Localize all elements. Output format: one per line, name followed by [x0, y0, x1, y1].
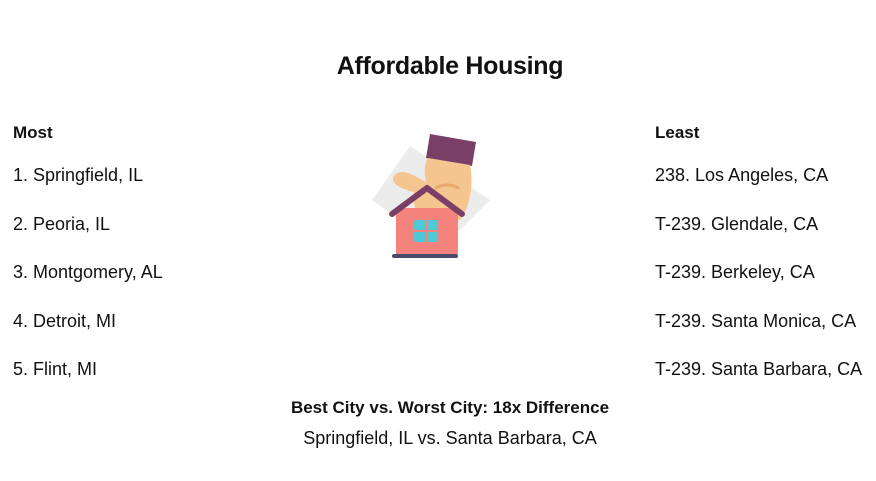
list-item: 238. Los Angeles, CA [655, 165, 829, 185]
list-item: 4. Detroit, MI [13, 310, 117, 331]
most-affordable-column: Most 1. Springfield, IL 2. Peoria, IL 3.… [13, 121, 163, 406]
hand-holding-house-icon [366, 128, 496, 263]
list-item: T-239. Santa Monica, CA [655, 310, 857, 331]
list-item: T-239. Glendale, CA [655, 213, 819, 234]
least-list: 238. Los Angeles, CA T-239. Glendale, CA… [655, 163, 862, 381]
list-item: T-239. Santa Barbara, CA [655, 359, 863, 379]
house-roof [389, 185, 465, 217]
list-item: 3. Montgomery, AL [13, 262, 163, 282]
page-title: Affordable Housing [336, 52, 564, 80]
least-heading: Least [655, 123, 700, 142]
list-item: 2. Peoria, IL [13, 213, 111, 234]
summary-text: Springfield, IL vs. Santa Barbara, CA [303, 428, 597, 448]
least-affordable-column: Least 238. Los Angeles, CA T-239. Glenda… [655, 121, 862, 406]
list-item: 1. Springfield, IL [13, 165, 144, 185]
list-item: T-239. Berkeley, CA [655, 262, 815, 282]
list-item: 5. Flint, MI [13, 359, 98, 379]
finger-line [434, 183, 460, 190]
house-base [392, 254, 458, 258]
most-list: 1. Springfield, IL 2. Peoria, IL 3. Mont… [13, 163, 163, 381]
summary-title: Best City vs. Worst City: 18x Difference [290, 398, 610, 417]
sleeve-shape [426, 134, 476, 166]
most-heading: Most [13, 123, 53, 142]
